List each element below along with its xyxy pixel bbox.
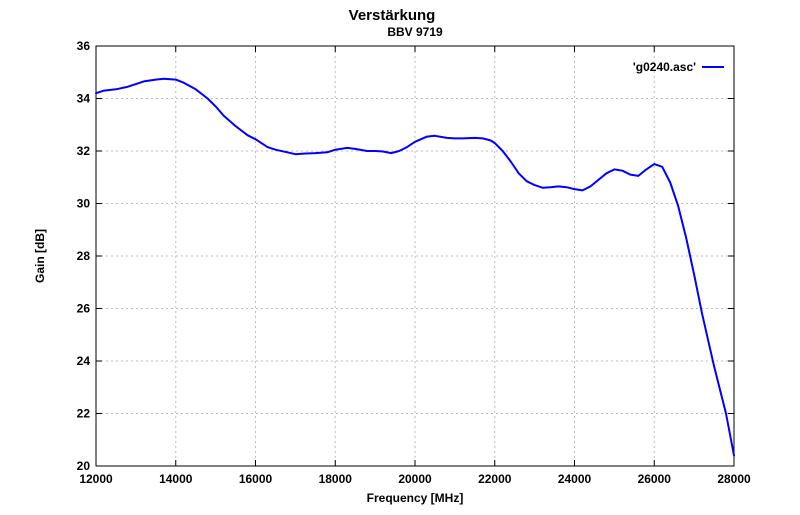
y-tick-label: 32	[77, 144, 91, 158]
ticks: 12000 14000 16000 18000 20000 22000 24000 26000…	[77, 39, 751, 486]
y-tick-label: 22	[77, 407, 91, 421]
y-tick-label: 34	[77, 92, 91, 106]
x-tick-label: 26000	[638, 472, 672, 486]
y-tick-label: 28	[77, 249, 91, 263]
x-tick-label: 18000	[319, 472, 353, 486]
x-tick-label: 22000	[478, 472, 512, 486]
legend: 'g0240.asc'	[633, 60, 724, 74]
x-tick-label: 20000	[398, 472, 432, 486]
x-tick-label: 14000	[159, 472, 193, 486]
series-layer	[95, 77, 735, 457]
series-line	[95, 77, 735, 457]
y-axis-label: Gain [dB]	[33, 229, 47, 283]
x-tick-label: 12000	[79, 472, 113, 486]
x-tick-label: 16000	[239, 472, 273, 486]
y-tick-label: 26	[77, 302, 91, 316]
legend-label: 'g0240.asc'	[633, 60, 696, 74]
chart-subtitle: BBV 9719	[387, 25, 443, 39]
x-axis-label: Frequency [MHz]	[367, 491, 464, 505]
y-tick-label: 20	[77, 459, 91, 473]
grid	[96, 46, 734, 466]
y-tick-label: 24	[77, 354, 91, 368]
x-tick-label: 28000	[717, 472, 751, 486]
plot-frame	[95, 45, 735, 467]
x-tick-label: 24000	[558, 472, 592, 486]
y-tick-label: 36	[77, 39, 91, 53]
chart-title: Verstärkung	[349, 7, 436, 24]
y-tick-label: 30	[77, 197, 91, 211]
